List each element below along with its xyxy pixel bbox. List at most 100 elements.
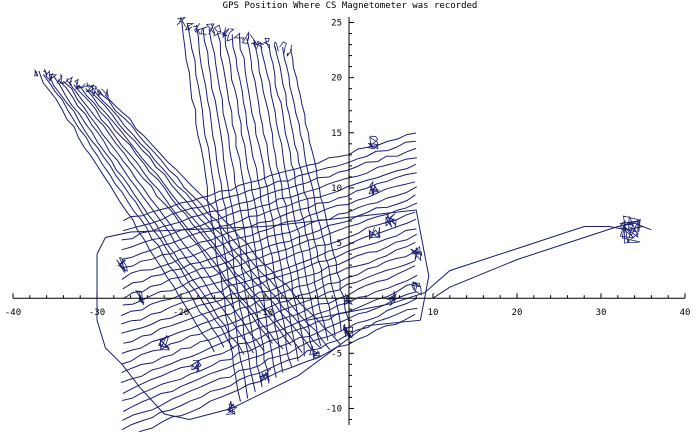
- survey-line-block1: [78, 84, 292, 346]
- turn-noise: [91, 84, 97, 97]
- turn-noise: [49, 74, 57, 82]
- survey-line-block2: [224, 32, 284, 373]
- turn-noise: [85, 84, 95, 93]
- turn-noise: [193, 23, 200, 34]
- turn-noise: [197, 26, 208, 35]
- turn-noise: [262, 37, 271, 49]
- turn-noise: [43, 68, 48, 78]
- survey-line-block2: [202, 28, 263, 388]
- turn-noise: [241, 31, 250, 44]
- survey-cross-line: [121, 172, 417, 269]
- survey-cross-line: [123, 233, 417, 344]
- turn-cluster: [384, 213, 397, 229]
- turn-noise: [96, 87, 104, 98]
- turn-noise: [213, 24, 222, 37]
- survey-cross-line: [121, 228, 417, 334]
- survey-cross-line: [121, 307, 418, 431]
- turn-noise: [273, 41, 279, 52]
- survey-line-block2: [231, 34, 293, 367]
- x-tick-label: -10: [257, 308, 273, 318]
- survey-line-block1: [69, 83, 273, 344]
- x-tick-label: 30: [596, 308, 607, 318]
- survey-line-block1: [57, 79, 254, 354]
- x-tick-label: 20: [512, 308, 523, 318]
- turn-noise: [45, 70, 53, 82]
- survey-line-block2: [253, 39, 314, 351]
- x-tick-label: 10: [428, 308, 439, 318]
- axes-layer: -40 -30 -20 -10 10 20 30 40 -10 -5 5 10 15 20 25: [5, 17, 691, 425]
- survey-line-block1: [53, 75, 245, 355]
- turn-noise: [80, 82, 89, 89]
- y-tick-label: -10: [326, 404, 342, 414]
- y-tick-label: 15: [331, 129, 342, 139]
- turn-cluster: [258, 368, 272, 383]
- turn-cluster: [368, 181, 380, 196]
- survey-cross-line: [121, 211, 416, 317]
- survey-line-block2: [181, 21, 241, 402]
- survey-cross-line: [122, 202, 418, 306]
- survey-line-block1: [42, 74, 225, 348]
- turn-noise: [233, 32, 245, 44]
- chart-title: GPS Position Where CS Magnetometer was r…: [223, 1, 478, 11]
- survey-cross-line: [121, 157, 417, 251]
- survey-cross-line: [122, 297, 418, 421]
- y-tick-label: 25: [331, 19, 342, 29]
- turn-cluster: [116, 257, 128, 273]
- survey-cross-line: [122, 282, 416, 401]
- survey-cross-line: [123, 194, 416, 300]
- x-tick-label: -40: [5, 308, 21, 318]
- turn-noise: [205, 23, 216, 35]
- survey-line-block1: [48, 74, 234, 350]
- survey-line-block1: [38, 70, 215, 353]
- turn-cluster: [342, 324, 354, 339]
- turn-cluster: [191, 360, 202, 373]
- turn-noise: [221, 27, 230, 38]
- y-tick-label: 10: [331, 184, 342, 194]
- turn-cluster: [411, 281, 422, 296]
- turn-noise: [101, 88, 109, 98]
- survey-cross-line: [121, 163, 417, 260]
- turn-noise: [66, 76, 74, 86]
- survey-cross-line: [122, 274, 418, 394]
- survey-cross-line: [122, 132, 416, 222]
- y-tick-label: 20: [331, 74, 342, 84]
- survey-cross-line: [121, 147, 417, 241]
- turn-cluster: [343, 293, 354, 306]
- survey-line-block1: [104, 94, 341, 345]
- survey-cross-line: [137, 313, 416, 432]
- survey-line-block2: [208, 28, 270, 384]
- x-tick-label: -20: [173, 308, 189, 318]
- survey-line-block2: [238, 35, 299, 362]
- survey-cross-line: [121, 181, 416, 280]
- x-tick-label: 40: [680, 308, 691, 318]
- turn-noise: [74, 78, 79, 89]
- x-tick-label: -30: [89, 308, 105, 318]
- survey-line-block2: [186, 23, 249, 399]
- turn-cluster: [158, 334, 171, 351]
- turn-noise: [34, 69, 39, 77]
- survey-cross-line: [121, 218, 417, 325]
- survey-line-block2: [282, 47, 342, 331]
- turn-noise: [249, 34, 259, 48]
- survey-cross-line: [121, 250, 417, 365]
- survey-line-block2: [268, 44, 329, 341]
- turn-cluster: [410, 246, 423, 262]
- turn-noise: [56, 74, 63, 85]
- survey-line-block1: [73, 84, 284, 350]
- survey-cross-line: [123, 291, 417, 412]
- survey-cross-line: [121, 260, 416, 374]
- survey-line-block2: [216, 32, 277, 378]
- turn-cluster: [367, 135, 380, 150]
- turn-noise: [279, 41, 288, 54]
- turn-noise: [286, 44, 293, 57]
- turn-noise: [256, 40, 264, 50]
- survey-cross-line: [121, 241, 416, 354]
- track-layer: [34, 16, 652, 432]
- turn-noise: [74, 84, 83, 90]
- y-tick-label: -5: [331, 349, 342, 359]
- survey-line-block2: [260, 43, 322, 346]
- survey-line-block1: [94, 91, 322, 349]
- turn-cluster: [368, 227, 381, 241]
